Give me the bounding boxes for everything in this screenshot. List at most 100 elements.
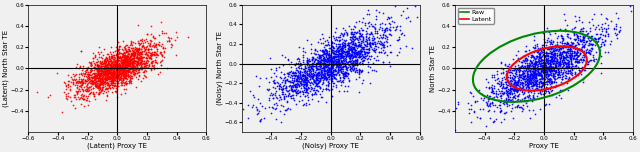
Point — [284, 92, 294, 94]
Point — [121, 81, 131, 84]
Point — [108, 79, 118, 81]
Point — [129, 58, 139, 60]
Point — [122, 70, 132, 72]
Point — [325, 47, 335, 49]
Point — [528, 70, 538, 73]
Point — [566, 63, 577, 66]
Point — [312, 56, 323, 58]
Point — [250, 105, 260, 108]
Point — [538, 66, 548, 69]
Point — [116, 58, 127, 61]
Point — [109, 66, 120, 69]
Point — [137, 63, 147, 65]
Point — [321, 63, 331, 66]
Point — [89, 74, 99, 77]
Point — [310, 65, 321, 67]
Point — [335, 57, 346, 59]
Point — [546, 72, 556, 74]
Point — [111, 69, 122, 72]
Point — [127, 53, 137, 55]
Point — [132, 60, 143, 62]
Point — [126, 80, 136, 82]
Point — [61, 94, 71, 97]
Point — [114, 68, 124, 71]
Point — [508, 69, 518, 71]
Point — [285, 70, 296, 72]
Point — [536, 84, 547, 86]
Point — [271, 102, 282, 105]
Point — [540, 92, 550, 94]
Point — [341, 75, 351, 78]
Point — [342, 47, 353, 50]
Point — [353, 53, 363, 56]
Point — [278, 64, 288, 66]
Point — [271, 81, 282, 83]
Point — [107, 56, 117, 58]
Point — [147, 60, 157, 62]
Point — [93, 73, 103, 75]
Point — [540, 54, 550, 57]
Point — [124, 68, 134, 71]
Point — [499, 87, 509, 89]
Point — [298, 54, 308, 57]
Point — [132, 53, 143, 55]
Point — [269, 87, 280, 89]
Point — [340, 45, 350, 47]
Point — [124, 69, 134, 72]
Point — [90, 72, 100, 74]
Point — [117, 56, 127, 58]
Point — [556, 48, 566, 50]
Point — [287, 88, 297, 90]
Point — [106, 82, 116, 85]
Point — [440, 125, 451, 128]
Point — [87, 81, 97, 84]
Point — [281, 89, 291, 91]
Point — [93, 80, 103, 82]
Point — [140, 49, 150, 52]
Point — [135, 53, 145, 55]
Point — [332, 55, 342, 58]
Point — [125, 58, 136, 60]
Point — [292, 75, 302, 78]
Point — [350, 55, 360, 57]
Point — [545, 77, 556, 80]
Point — [284, 85, 294, 87]
Point — [543, 62, 553, 64]
Point — [102, 69, 113, 71]
Point — [553, 45, 563, 47]
Point — [115, 76, 125, 79]
Point — [364, 48, 374, 51]
Point — [116, 65, 127, 68]
Point — [120, 64, 130, 66]
Point — [122, 50, 132, 53]
Point — [90, 83, 100, 85]
Point — [495, 92, 505, 94]
Point — [291, 78, 301, 80]
Point — [573, 34, 583, 37]
Point — [495, 99, 505, 102]
Point — [560, 56, 570, 58]
Point — [96, 69, 106, 71]
Point — [543, 59, 553, 61]
Point — [298, 72, 308, 75]
Point — [522, 78, 532, 80]
Point — [143, 55, 154, 57]
Point — [286, 66, 296, 69]
Point — [549, 81, 559, 83]
Point — [327, 74, 337, 76]
Point — [355, 53, 365, 55]
Point — [86, 69, 96, 72]
Point — [372, 36, 382, 39]
Point — [289, 84, 299, 86]
Point — [550, 69, 560, 72]
Point — [499, 112, 509, 115]
Point — [516, 66, 526, 69]
Point — [547, 60, 557, 62]
Point — [356, 55, 366, 57]
Point — [141, 33, 152, 35]
Point — [90, 56, 100, 58]
Point — [139, 62, 149, 64]
Point — [555, 51, 565, 53]
Point — [321, 63, 331, 66]
Point — [316, 69, 326, 71]
